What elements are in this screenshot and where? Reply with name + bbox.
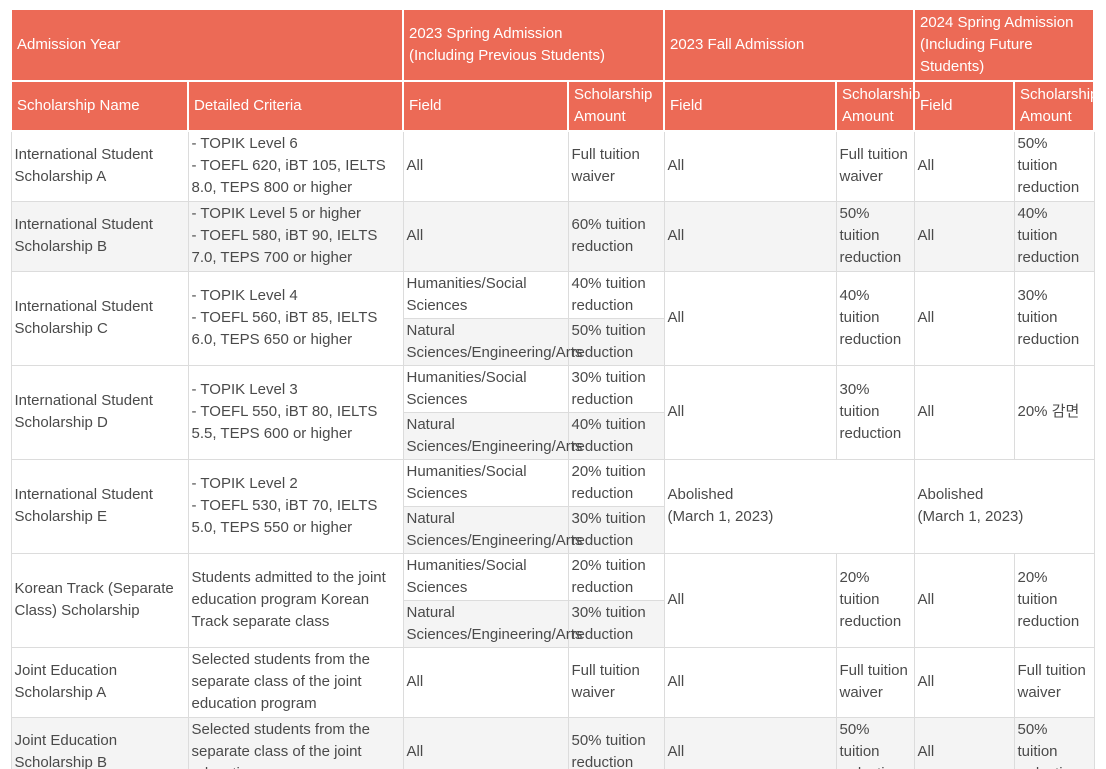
field-cell: All	[402, 130, 569, 202]
row-joint-education-b: Joint Education Scholarship B Selected s…	[10, 716, 1095, 769]
row-scholarship-a: International Student Scholarship A - TO…	[10, 130, 1095, 202]
amount-cell: Full tuition waiver	[1013, 646, 1095, 718]
field-cell: Humanities/Social Sciences	[402, 364, 569, 413]
header-amount-spring-2024: Scholarship Amount	[1013, 80, 1098, 132]
header-field-spring-2023: Field	[402, 80, 569, 132]
field-cell: All	[913, 200, 1015, 272]
header-row-admission-year: Admission Year 2023 Spring Admission (In…	[10, 8, 1095, 82]
amount-cell: 50% tuition reduction	[835, 200, 915, 272]
row-scholarship-e-humanities: International Student Scholarship E - TO…	[10, 458, 1095, 554]
amount-cell: 40% tuition reduction	[567, 270, 665, 319]
amount-cell: 40% tuition reduction	[835, 270, 915, 366]
header-2023-fall-admission: 2023 Fall Admission	[663, 8, 915, 82]
header-field-spring-2024: Field	[913, 80, 1015, 132]
field-cell: All	[402, 646, 569, 718]
amount-cell: 20% tuition reduction	[567, 552, 665, 601]
row-scholarship-d-humanities: International Student Scholarship D - TO…	[10, 364, 1095, 460]
amount-cell: 20% 감면	[1013, 364, 1095, 460]
field-cell: All	[663, 270, 837, 366]
abolished-cell: Abolished (March 1, 2023)	[663, 458, 915, 554]
field-cell: Humanities/Social Sciences	[402, 458, 569, 507]
amount-cell: 30% tuition reduction	[567, 505, 665, 554]
scholarship-name-cell: International Student Scholarship E	[10, 458, 189, 554]
field-cell: All	[913, 552, 1015, 648]
amount-cell: Full tuition waiver	[567, 130, 665, 202]
amount-cell: 30% tuition reduction	[567, 364, 665, 413]
amount-cell: 50% tuition reduction	[1013, 716, 1095, 769]
scholarship-name-cell: International Student Scholarship B	[10, 200, 189, 272]
header-detailed-criteria: Detailed Criteria	[187, 80, 404, 132]
amount-cell: 60% tuition reduction	[567, 200, 665, 272]
header-field-fall-2023: Field	[663, 80, 837, 132]
row-korean-track-humanities: Korean Track (Separate Class) Scholarshi…	[10, 552, 1095, 648]
row-joint-education-a: Joint Education Scholarship A Selected s…	[10, 646, 1095, 718]
field-cell: Humanities/Social Sciences	[402, 270, 569, 319]
header-amount-spring-2023: Scholarship Amount	[567, 80, 665, 132]
field-cell: All	[663, 130, 837, 202]
field-cell: Natural Sciences/Engineering/Arts	[402, 317, 582, 366]
field-cell: All	[913, 270, 1015, 366]
field-cell: Humanities/Social Sciences	[402, 552, 569, 601]
field-cell: All	[663, 552, 837, 648]
criteria-cell: - TOPIK Level 4 - TOEFL 560, iBT 85, IEL…	[187, 270, 404, 366]
row-scholarship-e-natural: Natural Sciences/Engineering/Arts 30% tu…	[11, 505, 1094, 554]
field-cell: Natural Sciences/Engineering/Arts	[402, 599, 582, 648]
field-cell: All	[663, 716, 837, 769]
field-cell: All	[913, 646, 1015, 718]
criteria-cell: - TOPIK Level 5 or higher - TOEFL 580, i…	[187, 200, 404, 272]
field-cell: Natural Sciences/Engineering/Arts	[402, 505, 582, 554]
amount-cell: 40% tuition reduction	[1013, 200, 1095, 272]
row-scholarship-d-natural: Natural Sciences/Engineering/Arts 40% tu…	[11, 411, 1094, 460]
amount-cell: 30% tuition reduction	[1013, 270, 1095, 366]
field-cell: Natural Sciences/Engineering/Arts	[402, 411, 582, 460]
amount-cell: 30% tuition reduction	[567, 599, 665, 648]
field-cell: All	[663, 646, 837, 718]
scholarship-table: Admission Year 2023 Spring Admission (In…	[10, 8, 1098, 769]
amount-cell: 50% tuition reduction	[1013, 130, 1095, 202]
scholarship-name-cell: Joint Education Scholarship B	[10, 716, 189, 769]
header-scholarship-name: Scholarship Name	[10, 80, 189, 132]
field-cell: All	[663, 200, 837, 272]
amount-cell: Full tuition waiver	[835, 646, 915, 718]
criteria-cell: - TOPIK Level 6 - TOEFL 620, iBT 105, IE…	[187, 130, 404, 202]
abolished-cell: Abolished (March 1, 2023)	[913, 458, 1095, 554]
amount-cell: 50% tuition reduction	[567, 317, 665, 366]
amount-cell: 50% tuition reduction	[567, 716, 665, 769]
amount-cell: 20% tuition reduction	[835, 552, 915, 648]
field-cell: All	[402, 200, 569, 272]
row-scholarship-c-humanities: International Student Scholarship C - TO…	[10, 270, 1095, 366]
scholarship-name-cell: International Student Scholarship C	[10, 270, 189, 366]
criteria-cell: - TOPIK Level 3 - TOEFL 550, iBT 80, IEL…	[187, 364, 404, 460]
criteria-cell: - TOPIK Level 2 - TOEFL 530, iBT 70, IEL…	[187, 458, 404, 554]
amount-cell: 50% tuition reduction	[835, 716, 915, 769]
scholarship-name-cell: International Student Scholarship A	[10, 130, 189, 202]
amount-cell: 40% tuition reduction	[567, 411, 665, 460]
scholarship-name-cell: Korean Track (Separate Class) Scholarshi…	[10, 552, 189, 648]
criteria-cell: Selected students from the separate clas…	[187, 716, 404, 769]
criteria-cell: Selected students from the separate clas…	[187, 646, 404, 718]
scholarship-name-cell: Joint Education Scholarship A	[10, 646, 189, 718]
field-cell: All	[913, 130, 1015, 202]
header-2024-spring-admission: 2024 Spring Admission (Including Future …	[913, 8, 1095, 82]
field-cell: All	[913, 716, 1015, 769]
header-amount-fall-2023: Scholarship Amount	[835, 80, 920, 132]
amount-cell: Full tuition waiver	[567, 646, 665, 718]
scholarship-name-cell: International Student Scholarship D	[10, 364, 189, 460]
amount-cell: 20% tuition reduction	[567, 458, 665, 507]
amount-cell: 30% tuition reduction	[835, 364, 915, 460]
header-admission-year: Admission Year	[10, 8, 404, 82]
header-row-columns: Scholarship Name Detailed Criteria Field…	[10, 80, 1098, 132]
field-cell: All	[402, 716, 569, 769]
amount-cell: 20% tuition reduction	[1013, 552, 1095, 648]
field-cell: All	[663, 364, 837, 460]
field-cell: All	[913, 364, 1015, 460]
amount-cell: Full tuition waiver	[835, 130, 915, 202]
row-scholarship-b: International Student Scholarship B - TO…	[10, 200, 1095, 272]
row-scholarship-c-natural: Natural Sciences/Engineering/Arts 50% tu…	[11, 317, 1094, 366]
header-2023-spring-admission: 2023 Spring Admission (Including Previou…	[402, 8, 665, 82]
criteria-cell: Students admitted to the joint education…	[187, 552, 404, 648]
